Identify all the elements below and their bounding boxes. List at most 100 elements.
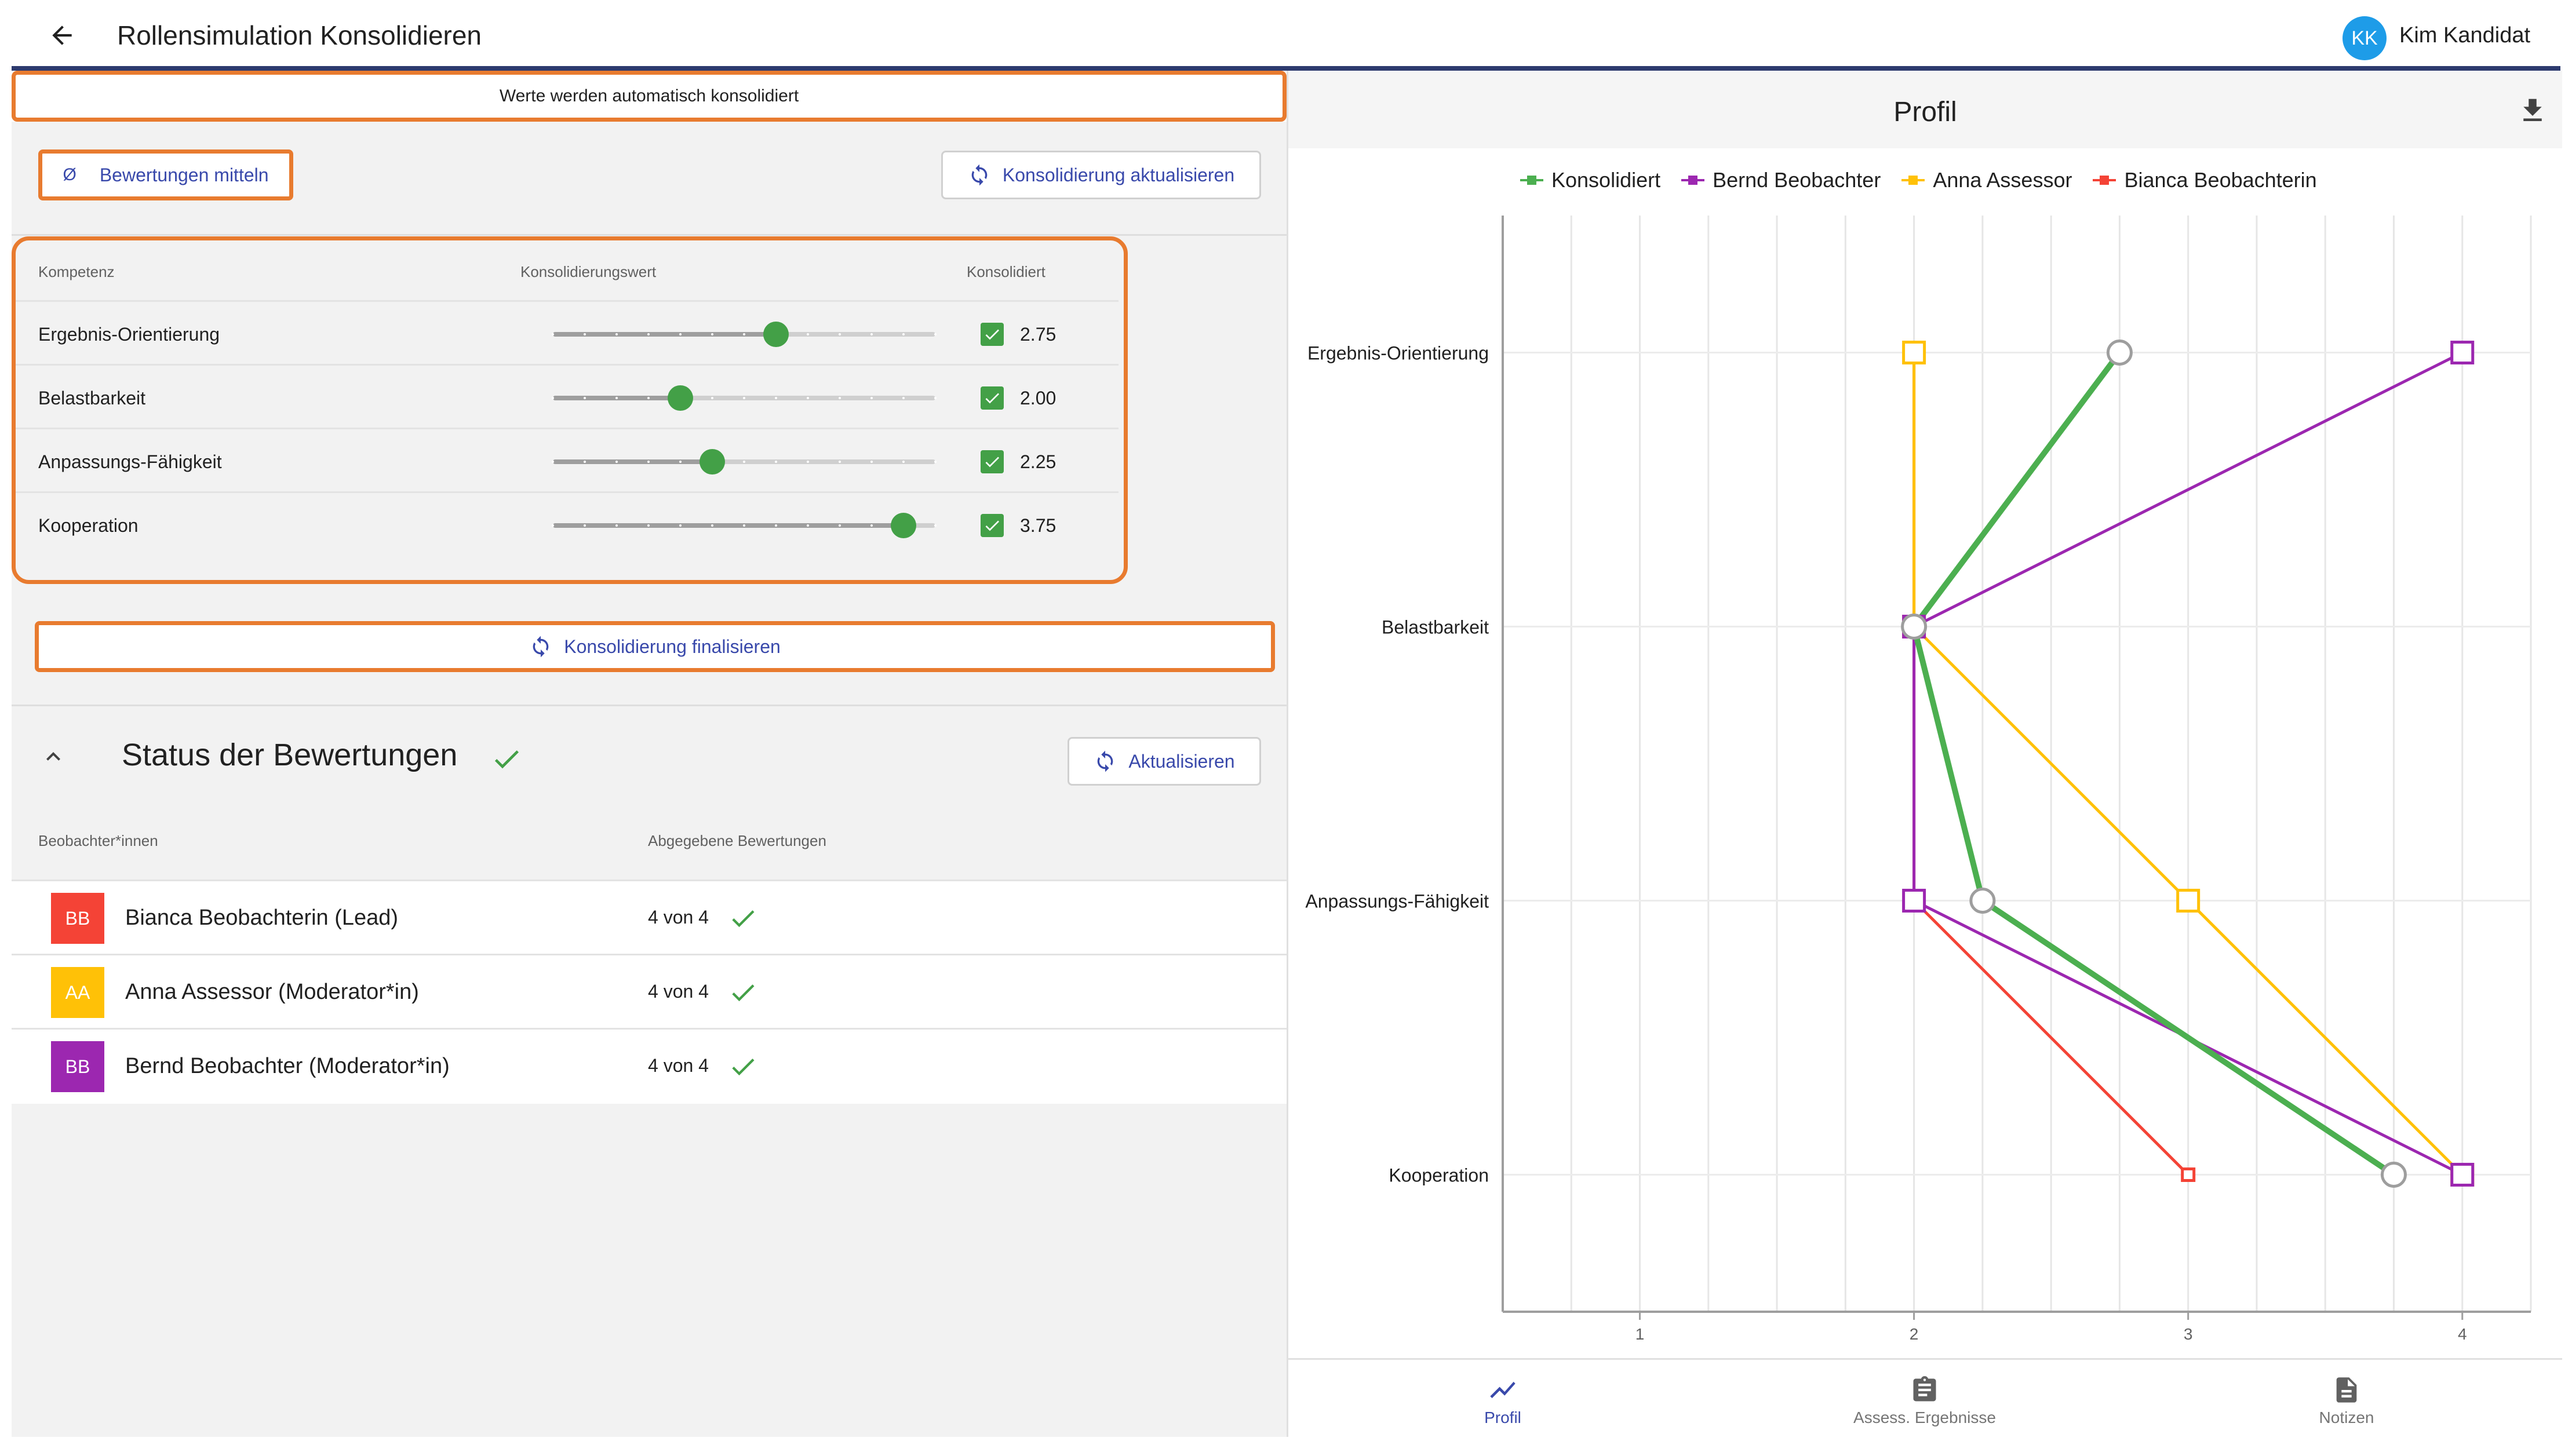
legend-item[interactable]: Anna Assessor [1901, 168, 2072, 192]
consolidated-checkbox[interactable] [981, 514, 1004, 537]
checkmark-icon [985, 520, 999, 531]
consolidated-value: 2.75 [1020, 324, 1057, 345]
slider-tick [584, 333, 586, 335]
consolidated-checkbox[interactable] [981, 386, 1004, 410]
clipboard-icon [1913, 1376, 1936, 1402]
competency-name: Kooperation [38, 515, 139, 536]
consolidated-checkbox[interactable] [981, 450, 1004, 473]
check-icon [494, 750, 519, 769]
tab-profil[interactable]: Profil [1387, 1360, 1619, 1439]
series-point [2380, 1162, 2407, 1188]
finalize-consolidation-label: Konsolidierung finalisieren [564, 636, 781, 657]
observer-submitted-count: 4 von 4 [648, 907, 709, 928]
highlight-frame [12, 71, 1287, 122]
x-tick-label: 1 [1635, 1325, 1645, 1343]
tab-notizen[interactable]: Notizen [2231, 1360, 2462, 1439]
slider-tick [743, 461, 745, 463]
consolidation-slider[interactable] [552, 513, 937, 538]
refresh-consolidation-label: Konsolidierung aktualisieren [1002, 164, 1235, 185]
slider-tick [615, 333, 618, 335]
column-header-competency: Kompetenz [38, 263, 115, 280]
legend-item[interactable]: Konsolidiert [1520, 168, 1660, 192]
consolidated-value: 2.25 [1020, 451, 1057, 472]
slider-tick [839, 397, 841, 399]
slider-tick [647, 461, 650, 463]
category-label: Anpassungs-Fähigkeit [1305, 891, 1489, 912]
column-header-consolidated: Konsolidiert [967, 263, 1045, 280]
series-point [2450, 341, 2475, 364]
competency-row: Belastbarkeit 2.00 [12, 364, 1119, 429]
consolidation-slider[interactable] [552, 449, 937, 475]
competency-table: Kompetenz Konsolidierungswert Konsolidie… [12, 236, 1287, 584]
refresh-status-button[interactable]: Aktualisieren [1068, 737, 1261, 786]
slider-tick [584, 397, 586, 399]
x-tick-label: 4 [2458, 1325, 2467, 1343]
divider [12, 234, 1287, 236]
slider-tick [743, 524, 745, 527]
checkmark-icon [985, 393, 999, 404]
bottom-tabs: Profil Assess. Ergebnisse Notizen [1288, 1358, 2562, 1439]
slider-fill [553, 332, 776, 337]
slider-tick [615, 461, 618, 463]
slider-tick [775, 397, 777, 399]
competency-name: Anpassungs-Fähigkeit [38, 451, 222, 472]
slider-thumb[interactable] [700, 449, 725, 475]
observer-avatar: AA [51, 967, 104, 1018]
check-icon [732, 910, 755, 928]
observer-submitted-count: 4 von 4 [648, 981, 709, 1002]
slider-tick [743, 397, 745, 399]
series-point [1902, 341, 1926, 364]
checkmark-icon [985, 457, 999, 468]
slider-tick [870, 333, 873, 335]
legend-marker [1681, 172, 1705, 188]
legend-label: Bianca Beobachterin [2124, 168, 2317, 192]
legend-marker [1520, 172, 1543, 188]
legend-marker [1901, 172, 1925, 188]
chevron-up-icon[interactable] [39, 743, 67, 771]
consolidated-checkbox[interactable] [981, 323, 1004, 346]
series-point [2450, 1163, 2475, 1187]
observer-name: Bernd Beobachter (Moderator*in) [125, 1054, 450, 1078]
slider-tick [711, 397, 713, 399]
user-name[interactable]: Kim Kandidat [2399, 23, 2531, 48]
average-ratings-button[interactable]: Ø Bewertungen mitteln [38, 149, 293, 200]
slider-tick [552, 461, 554, 463]
slider-tick [807, 524, 809, 527]
legend-marker [2093, 172, 2116, 188]
tab-assess-ergebnisse[interactable]: Assess. Ergebnisse [1809, 1360, 2041, 1439]
back-arrow-icon[interactable] [48, 21, 76, 50]
slider-thumb[interactable] [763, 322, 789, 347]
competency-name: Ergebnis-Orientierung [38, 324, 220, 345]
legend-item[interactable]: Bianca Beobachterin [2093, 168, 2317, 192]
download-icon[interactable] [2517, 95, 2548, 126]
finalize-consolidation-button[interactable]: Konsolidierung finalisieren [35, 621, 1275, 672]
series-point [1969, 888, 1996, 914]
consolidation-slider[interactable] [552, 322, 937, 347]
consolidation-panel: Werte werden automatisch konsolidiert Ø … [12, 71, 1287, 1437]
slider-tick [647, 524, 650, 527]
consolidation-slider[interactable] [552, 385, 937, 411]
series-line [1911, 351, 2396, 1177]
legend-label: Konsolidiert [1551, 168, 1661, 192]
consolidated-value: 3.75 [1020, 515, 1057, 536]
series-point [1901, 614, 1928, 640]
observer-avatar: BB [51, 893, 104, 944]
column-header-submitted: Abgegebene Bewertungen [648, 832, 826, 849]
series-line [1912, 352, 2464, 1176]
refresh-consolidation-button[interactable]: Konsolidierung aktualisieren [941, 151, 1261, 199]
refresh-status-label: Aktualisieren [1128, 750, 1235, 772]
slider-tick [839, 461, 841, 463]
average-ratings-label: Bewertungen mitteln [99, 164, 269, 185]
slider-tick [934, 333, 937, 335]
profile-title: Profil [1893, 97, 1957, 127]
legend-item[interactable]: Bernd Beobachter [1681, 168, 1881, 192]
observer-row: BB Bernd Beobachter (Moderator*in) 4 von 4 [12, 1028, 1287, 1104]
status-section-title: Status der Bewertungen [122, 738, 458, 772]
slider-thumb[interactable] [668, 385, 693, 411]
slider-thumb[interactable] [891, 513, 916, 538]
slider-tick [839, 333, 841, 335]
slider-tick [615, 397, 618, 399]
tab-label: Notizen [2319, 1408, 2374, 1426]
user-avatar[interactable]: KK [2343, 16, 2387, 60]
slider-tick [647, 397, 650, 399]
